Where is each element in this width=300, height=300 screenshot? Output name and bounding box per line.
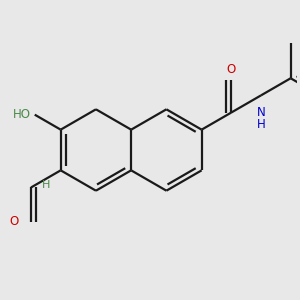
Text: HO: HO (12, 108, 30, 121)
Text: H: H (42, 180, 50, 190)
Text: N
H: N H (256, 106, 266, 131)
Text: O: O (227, 63, 236, 76)
Text: O: O (9, 215, 18, 228)
